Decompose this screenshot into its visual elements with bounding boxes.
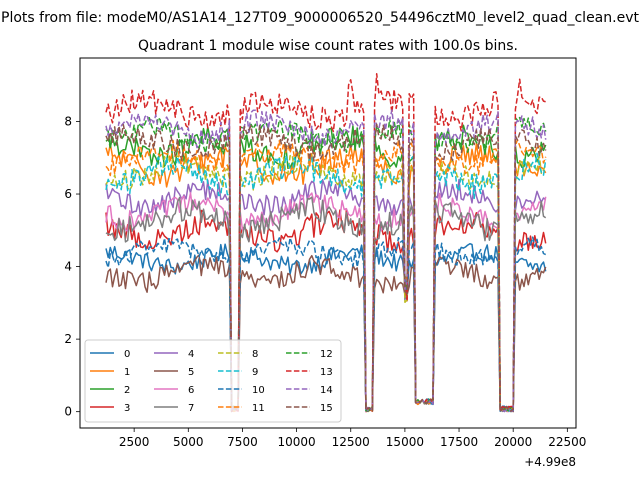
series-4-line	[105, 178, 547, 412]
legend-label-1: 1	[124, 367, 130, 378]
legend-label-14: 14	[320, 385, 333, 396]
chart-title: Quadrant 1 module wise count rates with …	[138, 38, 518, 54]
series-10-line	[105, 236, 547, 412]
legend-label-8: 8	[252, 349, 258, 360]
series-9-line	[105, 152, 547, 412]
legend-frame	[84, 339, 342, 423]
legend-label-10: 10	[252, 385, 265, 396]
plot-area: 2500 5000 7500 10000 12500 15000 17500 20000 225…	[64, 57, 586, 469]
legend-label-7: 7	[188, 403, 194, 414]
legend-label-2: 2	[124, 385, 130, 396]
series-15-line	[105, 123, 547, 413]
series-5-line	[105, 254, 547, 413]
legend-label-9: 9	[252, 367, 258, 378]
figure-suptitle: Plots from file: modeM0/AS1A14_127T09_90…	[1, 10, 639, 26]
series-6-line	[105, 192, 547, 413]
y-axis: 0 2 4 6 8	[64, 114, 80, 419]
legend-label-11: 11	[252, 403, 265, 414]
y-tick-label: 4	[64, 260, 72, 274]
series-11-line	[105, 139, 547, 413]
y-tick-label: 0	[64, 405, 72, 419]
x-tick-label: 20000	[494, 435, 532, 449]
y-tick-label: 2	[64, 332, 72, 346]
y-tick-label: 8	[64, 114, 72, 128]
x-tick-label: 5000	[173, 435, 204, 449]
x-tick-label: 10000	[278, 435, 316, 449]
x-tick-label: 7500	[227, 435, 258, 449]
series-7-line	[105, 196, 547, 413]
legend-label-5: 5	[188, 367, 194, 378]
x-offset-label: +4.99e8	[524, 455, 576, 469]
y-tick-label: 6	[64, 187, 72, 201]
x-tick-label: 17500	[440, 435, 478, 449]
x-tick-label: 15000	[386, 435, 424, 449]
legend-label-13: 13	[320, 367, 333, 378]
x-tick-label: 2500	[119, 435, 150, 449]
legend-label-0: 0	[124, 349, 130, 360]
legend-label-12: 12	[320, 349, 333, 360]
x-tick-label: 22500	[548, 435, 586, 449]
legend-label-3: 3	[124, 403, 130, 414]
x-tick-label: 12500	[332, 435, 370, 449]
series-14-line	[105, 109, 547, 413]
legend-label-15: 15	[320, 403, 333, 414]
legend-label-4: 4	[188, 349, 194, 360]
x-axis: 2500 5000 7500 10000 12500 15000 17500 20000 225…	[119, 428, 586, 449]
series-1-line	[105, 142, 547, 413]
series-13-line	[105, 73, 546, 413]
axes-frame	[79, 57, 577, 429]
legend-label-6: 6	[188, 385, 194, 396]
series-layer	[105, 73, 547, 413]
